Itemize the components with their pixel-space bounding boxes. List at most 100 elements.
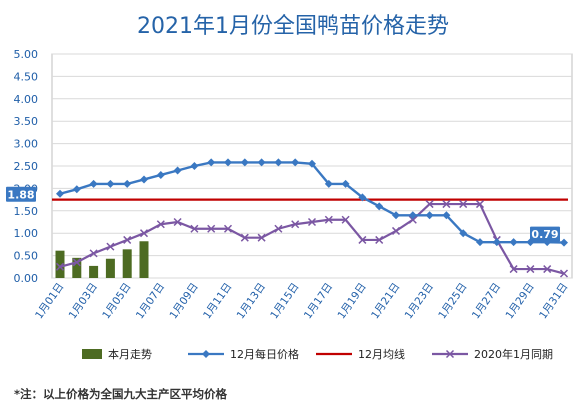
series-december-point — [72, 185, 81, 194]
y-tick-label: 4.00 — [14, 93, 39, 106]
x-tick-label: 1月23日 — [403, 281, 436, 322]
series-2020-point — [375, 235, 384, 244]
x-tick-label: 1月21日 — [369, 281, 402, 322]
x-tick-label: 1月05日 — [100, 281, 133, 322]
series-december-point — [442, 211, 451, 220]
value-badge-text: 0.79 — [531, 228, 558, 241]
x-tick-label: 1月31日 — [537, 281, 570, 322]
y-tick-label: 4.50 — [14, 70, 39, 83]
series-2020-point — [72, 258, 81, 267]
bar-current-month — [105, 258, 115, 278]
series-2020-point — [324, 215, 333, 224]
series-2020-point — [55, 262, 65, 271]
legend-label: 2020年1月同期 — [474, 347, 553, 361]
chart-title: 2021年1月份全国鸭苗价格走势 — [137, 14, 449, 39]
series-2020-point — [240, 233, 249, 242]
series-2020-point — [391, 226, 401, 235]
x-tick-label: 1月17日 — [302, 281, 335, 322]
series-2020-point — [526, 265, 535, 274]
x-tick-label: 1月25日 — [436, 281, 469, 322]
series-2020-point — [475, 200, 485, 209]
series-2020-point — [89, 249, 98, 258]
series-2020-point — [274, 224, 283, 233]
x-tick-label: 1月09日 — [167, 281, 200, 322]
y-tick-label: 0.00 — [14, 272, 39, 285]
series-2020-point — [173, 217, 182, 227]
series-2020-point — [509, 265, 518, 274]
x-tick-label: 1月13日 — [235, 281, 268, 322]
series-2020-point — [341, 215, 350, 224]
series-2020-point — [543, 265, 552, 274]
series-december-point — [341, 179, 350, 188]
x-tick-label: 1月19日 — [335, 281, 368, 322]
series-december-point — [156, 170, 165, 179]
footnote: *注：以上价格为全国九大主产区平均价格 — [14, 387, 228, 401]
series-2020-point — [139, 229, 149, 238]
series-december-point — [476, 238, 484, 247]
series-2020-point — [425, 200, 434, 209]
series-december-point — [459, 229, 468, 238]
y-tick-label: 3.50 — [14, 115, 39, 128]
x-tick-label: 1月07日 — [134, 281, 167, 322]
series-december-point — [240, 158, 249, 167]
series-december-point — [392, 211, 400, 220]
series-december-point — [358, 193, 367, 202]
series-2020-point — [307, 217, 317, 227]
series-december-point — [308, 159, 316, 168]
x-tick-label: 1月29日 — [503, 281, 536, 322]
x-tick-label: 1月15日 — [268, 281, 301, 322]
bar-current-month — [122, 249, 132, 278]
series-2020-point — [408, 215, 417, 224]
legend-label: 12月每日价格 — [230, 347, 299, 361]
series-december-point — [408, 211, 417, 220]
series-december-point — [509, 238, 518, 247]
series-2020-point — [190, 224, 199, 233]
y-tick-label: 2.50 — [14, 160, 39, 173]
bar-current-month — [139, 241, 149, 278]
series-2020-point — [223, 224, 233, 233]
series-2020-point — [123, 235, 132, 244]
legend-marker — [202, 350, 210, 358]
series-december-point — [425, 211, 434, 220]
series-december-point — [123, 179, 132, 188]
x-tick-label: 1月01日 — [33, 281, 66, 322]
y-tick-label: 1.50 — [14, 205, 39, 218]
series-2020-point — [156, 220, 165, 229]
value-badge — [6, 186, 36, 202]
series-december-point — [173, 166, 182, 175]
x-tick-label: 1月03日 — [67, 281, 100, 322]
series-december-point — [375, 202, 384, 211]
value-badge-text: 1.88 — [7, 188, 34, 201]
bar-current-month — [89, 265, 99, 278]
y-tick-label: 3.00 — [14, 138, 39, 151]
bar-current-month — [55, 250, 65, 278]
y-tick-label: 5.00 — [14, 48, 39, 61]
bar-current-month — [72, 257, 82, 278]
series-december-line — [59, 161, 565, 244]
x-tick-label: 1月27日 — [470, 281, 503, 322]
series-december-point — [89, 179, 98, 188]
series-december-point — [257, 158, 266, 167]
series-2020-point — [358, 235, 367, 244]
series-december-point — [224, 158, 232, 167]
series-2020-point — [291, 220, 300, 229]
series-2020-point — [459, 200, 468, 209]
series-december-point — [106, 179, 115, 188]
series-2020-point — [442, 200, 451, 209]
series-december-point — [140, 175, 148, 184]
y-tick-label: 0.50 — [14, 250, 39, 263]
series-2020-point — [559, 269, 569, 278]
x-tick-label: 1月11日 — [201, 281, 234, 322]
series-december-point — [56, 189, 64, 198]
series-2020-point — [257, 233, 266, 242]
series-december-point — [560, 238, 568, 247]
series-december-point — [492, 238, 501, 247]
legend-label: 本月走势 — [108, 347, 152, 361]
legend-label: 12月均线 — [358, 347, 405, 361]
y-tick-label: 1.00 — [14, 227, 39, 240]
series-december-point — [291, 158, 300, 167]
series-december-point — [190, 162, 199, 170]
series-december-point — [207, 158, 216, 167]
